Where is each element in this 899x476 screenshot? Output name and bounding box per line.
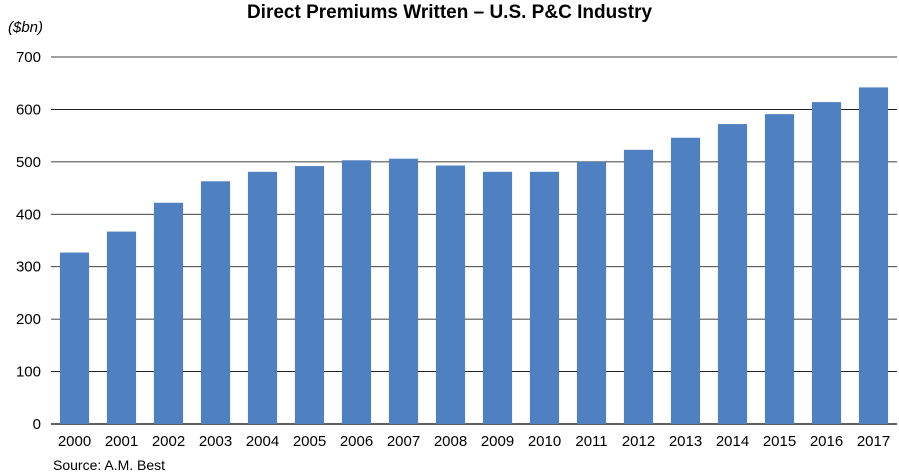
x-tick-label-2003: 2003 <box>199 433 232 450</box>
bar-2016 <box>811 102 842 425</box>
y-axis-unit-label: ($bn) <box>8 19 44 36</box>
x-tick-label-2007: 2007 <box>387 433 420 450</box>
x-tick-label-2000: 2000 <box>58 433 91 450</box>
x-tick-label-2016: 2016 <box>810 433 843 450</box>
x-tick-label-2015: 2015 <box>763 433 796 450</box>
y-tick-label-300: 300 <box>16 259 41 276</box>
bar-2015 <box>764 114 795 424</box>
x-tick-label-2004: 2004 <box>246 433 279 450</box>
y-tick-label-700: 700 <box>16 49 41 66</box>
gridlines <box>51 56 897 425</box>
bar-2000 <box>59 252 90 424</box>
y-tick-label-400: 400 <box>16 206 41 223</box>
bar-2003 <box>200 181 231 424</box>
bar-2013 <box>670 137 701 425</box>
bar-2010 <box>529 171 560 424</box>
source-note: Source: A.M. Best <box>53 457 166 473</box>
x-tick-label-2009: 2009 <box>481 433 514 450</box>
bar-2017 <box>858 87 889 424</box>
bar-2004 <box>247 171 278 424</box>
bar-2007 <box>388 158 419 424</box>
bar-2005 <box>294 166 325 424</box>
x-tick-label-2006: 2006 <box>340 433 373 450</box>
x-tick-label-2005: 2005 <box>293 433 326 450</box>
x-axis-tick-labels: 2000 2001 2002 2003 2004 2005 2006 2007 2008 2009… <box>58 433 890 450</box>
bars <box>59 87 889 425</box>
y-tick-label-200: 200 <box>16 311 41 328</box>
bar-2002 <box>153 202 184 424</box>
bar-2011 <box>576 161 607 424</box>
bar-2014 <box>717 124 748 424</box>
x-tick-label-2002: 2002 <box>152 433 185 450</box>
x-tick-label-2010: 2010 <box>528 433 561 450</box>
x-tick-label-2011: 2011 <box>575 433 607 450</box>
chart-title: Direct Premiums Written – U.S. P&C Indus… <box>246 2 653 23</box>
bar-2006 <box>341 160 372 424</box>
x-tick-label-2014: 2014 <box>716 433 749 450</box>
x-tick-label-2012: 2012 <box>622 433 655 450</box>
y-tick-label-600: 600 <box>16 101 41 118</box>
y-tick-label-500: 500 <box>16 154 41 171</box>
x-tick-label-2008: 2008 <box>434 433 467 450</box>
y-axis-tick-labels: 0 100 200 300 400 500 600 700 <box>16 49 41 433</box>
bar-2012 <box>623 149 654 424</box>
bar-2008 <box>435 165 466 424</box>
bar-2009 <box>482 171 513 424</box>
x-tick-label-2013: 2013 <box>669 433 702 450</box>
y-tick-label-100: 100 <box>16 364 41 381</box>
bar-2001 <box>106 231 137 424</box>
x-tick-label-2001: 2001 <box>105 433 138 450</box>
y-tick-label-0: 0 <box>33 416 41 433</box>
x-tick-label-2017: 2017 <box>857 433 890 450</box>
